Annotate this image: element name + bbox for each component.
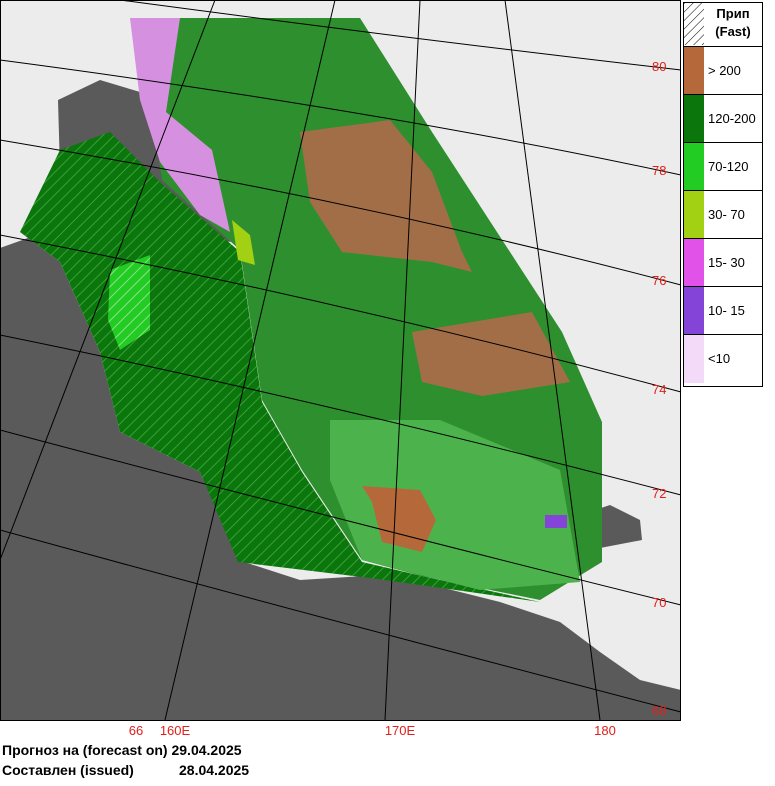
legend-label: 15- 30 <box>708 255 745 270</box>
coordinate-labels: 80 78 76 74 72 70 68 66 160E 170E 180 <box>129 59 667 738</box>
legend-label: 120-200 <box>708 111 756 126</box>
map-area <box>0 0 682 721</box>
latitude-label: 70 <box>652 595 666 610</box>
issued-line: Составлен (issued) 28.04.2025 <box>2 762 249 778</box>
meridian <box>504 0 601 721</box>
legend-label: > 200 <box>708 63 741 78</box>
ice-15-30 <box>130 18 230 232</box>
latitude-line <box>0 529 682 713</box>
meridian <box>164 0 336 721</box>
legend-label: 10- 15 <box>708 303 745 318</box>
ice-map: 80 78 76 74 72 70 68 66 160E 170E 180 Прип (Fast) … <box>0 0 763 738</box>
legend-swatch <box>684 143 704 191</box>
fast-ice-light <box>108 255 150 350</box>
latitude-line <box>0 59 682 176</box>
ice-over-200 <box>362 486 436 552</box>
legend-label: 30- 70 <box>708 207 745 222</box>
fast-ice <box>20 132 540 602</box>
latitude-line <box>0 139 682 286</box>
issued-date: 28.04.2025 <box>179 762 250 778</box>
longitude-label: 160E <box>160 723 191 738</box>
legend-swatch <box>684 47 704 95</box>
longitude-label: 180 <box>594 723 616 738</box>
meridian <box>0 0 216 561</box>
latitude-label: 78 <box>652 163 666 178</box>
longitude-label: 170E <box>385 723 416 738</box>
meridian <box>384 0 421 721</box>
ice-10-15 <box>545 515 567 528</box>
legend: Прип (Fast) > 200 120-200 70-120 30- 70 15- … <box>683 2 763 387</box>
legend-label: 70-120 <box>708 159 748 174</box>
ice-30-70 <box>232 220 255 265</box>
latitude-label: 74 <box>652 382 666 397</box>
latitude-line <box>0 429 682 606</box>
latitude-label: 80 <box>652 59 666 74</box>
issued-label: Составлен (issued) <box>2 762 134 778</box>
legend-swatch <box>684 287 704 335</box>
legend-swatch <box>684 335 704 383</box>
forecast-date: 29.04.2025 <box>171 742 242 758</box>
map-border <box>0 0 681 721</box>
latitude-label: 68 <box>652 703 666 718</box>
legend-fast-label: Прип <box>716 6 749 21</box>
legend-fast-label: (Fast) <box>715 24 750 39</box>
latitude-label: 72 <box>652 486 666 501</box>
latitude-line <box>0 334 682 496</box>
latitude-label: 76 <box>652 273 666 288</box>
legend-swatch <box>684 191 704 239</box>
forecast-line: Прогноз на (forecast on) 29.04.2025 <box>2 742 242 758</box>
latitude-line <box>0 234 682 393</box>
longitude-label: 66 <box>129 723 143 738</box>
forecast-label: Прогноз на (forecast on) <box>2 742 168 758</box>
legend-swatch-fast <box>684 3 704 45</box>
land <box>0 238 681 720</box>
ice-70-120 <box>330 420 580 590</box>
ice-over-200 <box>300 120 472 272</box>
legend-label: <10 <box>708 351 730 366</box>
latitude-line <box>119 0 682 71</box>
legend-swatch <box>684 95 704 143</box>
graticule <box>0 0 682 721</box>
legend-swatch <box>684 239 704 287</box>
